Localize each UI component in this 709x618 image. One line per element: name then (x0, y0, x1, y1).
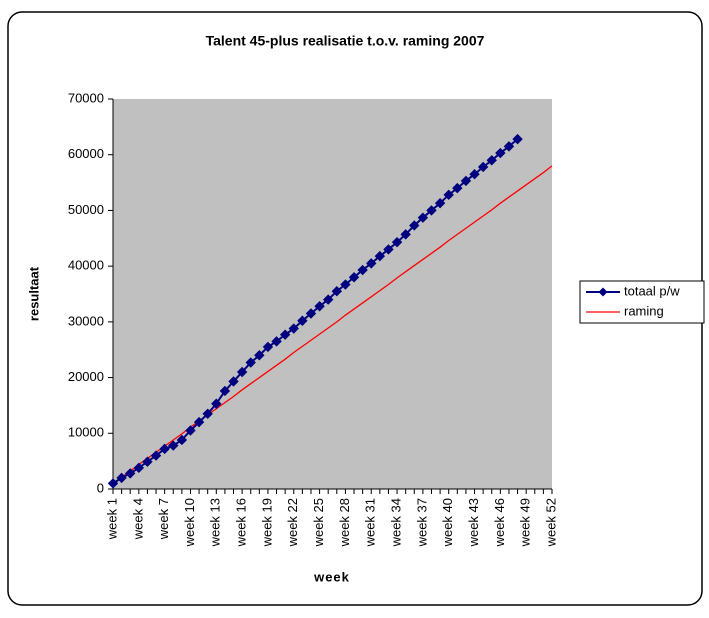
legend-label: totaal p/w (624, 283, 680, 298)
data-point (107, 478, 119, 489)
x-tick-label: week 13 (208, 498, 223, 547)
data-point (503, 141, 515, 152)
data-point (357, 264, 368, 276)
data-point (176, 434, 188, 446)
data-point (116, 472, 127, 484)
chart-title: Talent 45-plus realisatie t.o.v. raming … (206, 33, 485, 49)
data-point (426, 205, 437, 216)
data-point (409, 220, 420, 231)
x-tick-label: week 7 (156, 498, 171, 540)
data-point (477, 161, 489, 173)
data-point (288, 323, 299, 334)
data-point (374, 250, 386, 262)
data-point (400, 229, 411, 240)
data-point (331, 286, 343, 297)
data-point (434, 197, 446, 209)
data-point (340, 279, 351, 290)
y-tick-label: 10000 (68, 425, 104, 440)
x-tick-label: week 10 (182, 498, 197, 547)
data-point (391, 236, 403, 248)
data-point (443, 189, 454, 201)
data-point (297, 315, 308, 326)
data-point (125, 468, 136, 479)
data-point (469, 169, 480, 180)
legend-box (579, 280, 705, 324)
data-point (271, 336, 282, 347)
y-tick-label: 50000 (68, 202, 104, 217)
x-axis-label: week (313, 569, 350, 584)
legend-marker (598, 287, 608, 297)
x-tick-label: week 31 (363, 498, 378, 547)
data-point (211, 398, 222, 409)
data-point (262, 341, 274, 353)
x-tick-label: week 46 (492, 498, 507, 547)
data-point (185, 425, 196, 436)
data-point (314, 301, 325, 312)
data-point (452, 182, 463, 194)
data-point (486, 155, 497, 166)
data-point (142, 456, 153, 467)
data-point (366, 258, 377, 269)
x-tick-label: week 52 (543, 498, 558, 547)
x-tick-label: week 37 (414, 498, 429, 547)
data-point (279, 329, 291, 340)
x-tick-label: week 43 (466, 498, 481, 547)
data-point (383, 244, 394, 255)
x-tick-label: week 34 (388, 498, 403, 547)
data-point (133, 462, 145, 474)
data-point (245, 357, 256, 368)
x-tick-label: week 19 (259, 498, 274, 547)
data-point (236, 366, 248, 378)
y-axis-label: resultaat (26, 266, 41, 321)
x-tick-label: week 4 (130, 498, 145, 540)
legend-label: raming (624, 303, 664, 318)
data-point (228, 376, 239, 387)
y-tick-label: 30000 (68, 313, 104, 328)
x-tick-label: week 22 (285, 498, 300, 547)
data-point (219, 385, 231, 397)
data-point (322, 294, 334, 305)
data-point (460, 175, 472, 187)
y-tick-label: 60000 (68, 146, 104, 161)
x-tick-label: week 16 (234, 498, 249, 547)
y-tick-label: 70000 (68, 90, 104, 105)
y-tick-label: 40000 (68, 258, 104, 273)
y-tick-label: 20000 (68, 369, 104, 384)
x-tick-label: week 1 (104, 498, 119, 540)
data-point (495, 147, 506, 159)
data-point (348, 272, 360, 283)
x-tick-label: week 49 (518, 498, 533, 547)
data-point (305, 308, 317, 319)
x-tick-label: week 28 (337, 498, 352, 547)
data-point (150, 450, 162, 461)
y-tick-label: 0 (97, 480, 104, 495)
data-point (193, 416, 205, 428)
data-point (202, 408, 213, 419)
x-tick-label: week 40 (440, 498, 455, 547)
data-point (254, 350, 265, 361)
data-point (417, 212, 429, 223)
data-point (512, 133, 523, 145)
data-point (159, 443, 170, 455)
data-point (168, 440, 179, 451)
x-tick-label: week 25 (311, 498, 326, 547)
